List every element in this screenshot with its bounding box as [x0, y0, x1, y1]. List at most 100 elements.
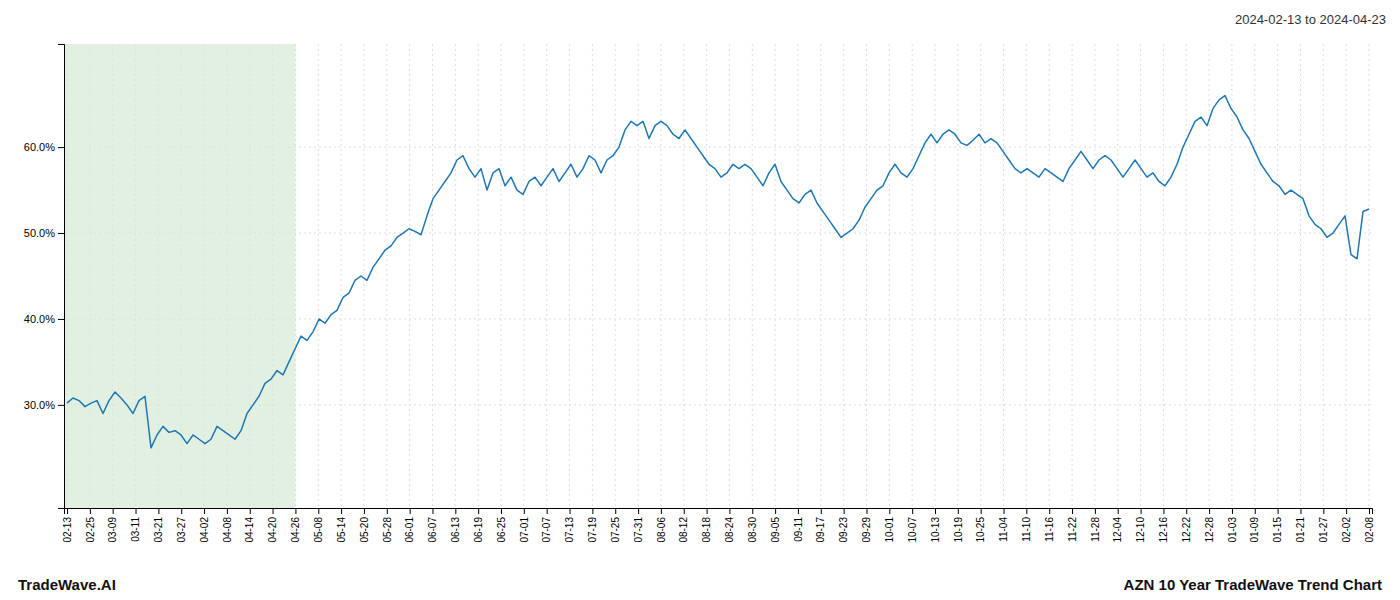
x-tick: 02-08 [1364, 508, 1375, 543]
grid-line [615, 44, 616, 508]
x-tick-label: 07-25 [610, 517, 621, 543]
grid-line [569, 44, 570, 508]
x-tick-label: 09-11 [793, 517, 804, 542]
x-tick-mark [1369, 508, 1370, 514]
grid-line [1323, 44, 1324, 508]
x-tick: 05-20 [359, 508, 370, 543]
x-tick: 08-18 [701, 508, 712, 543]
x-tick: 11-10 [1021, 508, 1032, 542]
x-tick: 04-20 [267, 508, 278, 543]
x-tick: 05-08 [313, 508, 324, 543]
x-tick-label: 06-01 [404, 517, 415, 543]
x-tick-mark [410, 508, 411, 514]
x-tick-label: 10-13 [930, 517, 941, 543]
x-tick-mark [158, 508, 159, 514]
y-tick-label: 50.0% [24, 227, 55, 239]
x-tick: 08-12 [678, 508, 689, 543]
x-tick-mark [844, 508, 845, 514]
grid-line [1369, 44, 1370, 508]
y-tick-mark [58, 147, 64, 148]
x-tick-label: 05-14 [336, 517, 347, 543]
x-tick-label: 06-13 [450, 517, 461, 543]
y-axis-line [58, 45, 65, 509]
grid-line [1209, 44, 1210, 508]
x-tick: 04-26 [290, 508, 301, 543]
x-axis: 02-1302-2503-0903-1103-2103-2704-0204-08… [62, 508, 1375, 543]
x-tick-mark [798, 508, 799, 514]
x-tick-mark [1163, 508, 1164, 514]
x-tick-mark [889, 508, 890, 514]
x-tick: 07-13 [564, 508, 575, 543]
x-tick: 03-27 [176, 508, 187, 543]
grid-line [729, 44, 730, 508]
x-tick-mark [638, 508, 639, 514]
x-tick: 02-25 [85, 508, 96, 543]
x-tick-label: 06-19 [473, 517, 484, 543]
grid-line [1163, 44, 1164, 508]
x-tick-label: 01-03 [1227, 517, 1238, 543]
x-tick-mark [478, 508, 479, 514]
grid-line [1117, 44, 1118, 508]
x-tick-mark [1209, 508, 1210, 514]
x-tick: 02-13 [62, 508, 73, 543]
x-tick-mark [752, 508, 753, 514]
x-tick-mark [1346, 508, 1347, 514]
x-tick-label: 03-09 [107, 517, 118, 543]
x-tick-mark [1278, 508, 1279, 514]
grid-line [1049, 44, 1050, 508]
x-tick-mark [1141, 508, 1142, 514]
y-tick-mark [58, 405, 64, 406]
x-tick: 07-25 [610, 508, 621, 543]
grid-line [363, 44, 364, 508]
y-tick-label: 60.0% [24, 141, 55, 153]
x-tick-label: 11-10 [1021, 517, 1032, 542]
x-tick-mark [90, 508, 91, 514]
grid-line [935, 44, 936, 508]
x-tick-mark [204, 508, 205, 514]
x-tick-label: 10-07 [907, 517, 918, 543]
x-tick-label: 03-21 [153, 517, 164, 543]
grid [64, 44, 1372, 508]
grid-line [478, 44, 479, 508]
x-tick-mark [295, 508, 296, 514]
x-tick: 11-22 [1067, 508, 1078, 542]
x-tick-mark [1072, 508, 1073, 514]
y-tick-mark [58, 319, 64, 320]
x-tick-mark [661, 508, 662, 514]
x-tick-mark [136, 508, 137, 514]
x-tick: 07-19 [587, 508, 598, 543]
x-tick-mark [113, 508, 114, 514]
grid-line [1072, 44, 1073, 508]
grid-line [386, 44, 387, 508]
x-tick: 04-02 [199, 508, 210, 543]
x-tick-mark [1255, 508, 1256, 514]
grid-line [1094, 44, 1095, 508]
grid-line [752, 44, 753, 508]
grid-line [500, 44, 501, 508]
y-axis: 30.0%40.0%50.0%60.0% [24, 45, 65, 509]
x-tick-mark [227, 508, 228, 514]
x-tick: 10-07 [907, 508, 918, 543]
x-tick-mark [1118, 508, 1119, 514]
x-tick-label: 12-04 [1112, 517, 1123, 543]
x-tick-label: 11-22 [1067, 517, 1078, 542]
grid-line [1140, 44, 1141, 508]
x-tick-label: 09-17 [815, 517, 826, 543]
x-tick-label: 10-01 [884, 517, 895, 543]
x-tick-label: 08-30 [747, 517, 758, 543]
y-tick: 40.0% [24, 313, 64, 325]
x-tick-label: 07-07 [541, 517, 552, 543]
x-tick-label: 04-26 [290, 517, 301, 543]
x-tick: 05-28 [382, 508, 393, 543]
x-tick-label: 04-14 [244, 517, 255, 543]
x-axis-line [65, 509, 1373, 515]
x-tick-label: 01-21 [1295, 517, 1306, 543]
x-tick-label: 09-29 [861, 517, 872, 543]
x-tick: 12-22 [1181, 508, 1192, 543]
grid-line [1003, 44, 1004, 508]
x-tick-mark [707, 508, 708, 514]
x-tick: 03-21 [153, 508, 164, 543]
x-tick-label: 08-06 [656, 517, 667, 543]
x-tick-label: 02-02 [1341, 517, 1352, 543]
trend-line [67, 96, 1369, 448]
